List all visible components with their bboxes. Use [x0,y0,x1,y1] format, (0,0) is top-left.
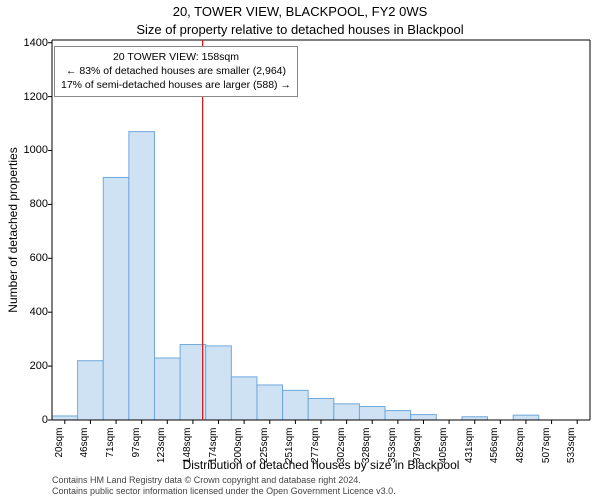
histogram-bar [283,390,309,420]
credit-line2: Contains public sector information licen… [52,486,396,497]
histogram-bar [334,404,360,420]
histogram-bar [78,361,104,420]
credit-line1: Contains HM Land Registry data © Crown c… [52,475,396,486]
histogram-bar [231,377,257,420]
histogram-bar [513,415,539,420]
y-tick-label: 400 [8,306,48,318]
x-tick-label: 71sqm [105,428,116,458]
plot-svg [52,40,590,420]
annotation-line3: 17% of semi-detached houses are larger (… [61,78,291,92]
x-tick-label: 97sqm [131,428,142,458]
histogram-bar [103,177,129,420]
y-tick-label: 800 [8,198,48,210]
x-tick-label: 20sqm [54,428,65,458]
annotation-line2: ← 83% of detached houses are smaller (2,… [61,64,291,78]
histogram-bar [180,345,206,420]
y-tick-label: 0 [8,414,48,426]
y-tick-label: 1000 [8,144,48,156]
chart-root: 20, TOWER VIEW, BLACKPOOL, FY2 0WS Size … [0,0,600,500]
annotation-line1: 20 TOWER VIEW: 158sqm [61,50,291,64]
histogram-bar [257,385,283,420]
chart-title-line1: 20, TOWER VIEW, BLACKPOOL, FY2 0WS [0,4,600,19]
y-tick-label: 1200 [8,91,48,103]
histogram-bar [206,346,232,420]
histogram-bar [129,132,155,420]
histogram-bar [385,411,411,420]
histogram-bar [52,416,78,420]
chart-title-line2: Size of property relative to detached ho… [0,22,600,37]
y-tick-label: 600 [8,252,48,264]
y-tick-label: 200 [8,360,48,372]
x-axis-label: Distribution of detached houses by size … [52,458,590,472]
histogram-bar [154,358,180,420]
y-tick-label: 1400 [8,37,48,49]
annotation-box: 20 TOWER VIEW: 158sqm ← 83% of detached … [54,46,298,97]
histogram-bar [411,415,437,420]
histogram-bar [308,398,334,420]
histogram-bar [359,407,385,420]
x-tick-label: 46sqm [79,428,90,458]
plot-area: 20 TOWER VIEW: 158sqm ← 83% of detached … [52,40,590,420]
credits: Contains HM Land Registry data © Crown c… [52,475,396,498]
